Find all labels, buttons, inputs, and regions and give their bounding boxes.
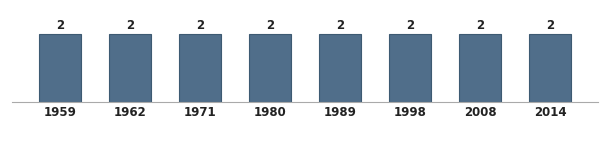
Text: 2: 2 [126, 19, 134, 32]
Bar [39, 34, 81, 102]
Bar [109, 34, 151, 102]
Bar [459, 34, 501, 102]
Text: 2: 2 [476, 19, 484, 32]
Text: 2: 2 [56, 19, 64, 32]
Text: 2: 2 [406, 19, 414, 32]
Bar [389, 34, 431, 102]
Text: 2: 2 [336, 19, 344, 32]
Bar [249, 34, 291, 102]
Bar [529, 34, 571, 102]
Text: 2: 2 [546, 19, 554, 32]
Text: 2: 2 [196, 19, 204, 32]
Bar [319, 34, 361, 102]
Bar [179, 34, 221, 102]
Text: 2: 2 [266, 19, 274, 32]
